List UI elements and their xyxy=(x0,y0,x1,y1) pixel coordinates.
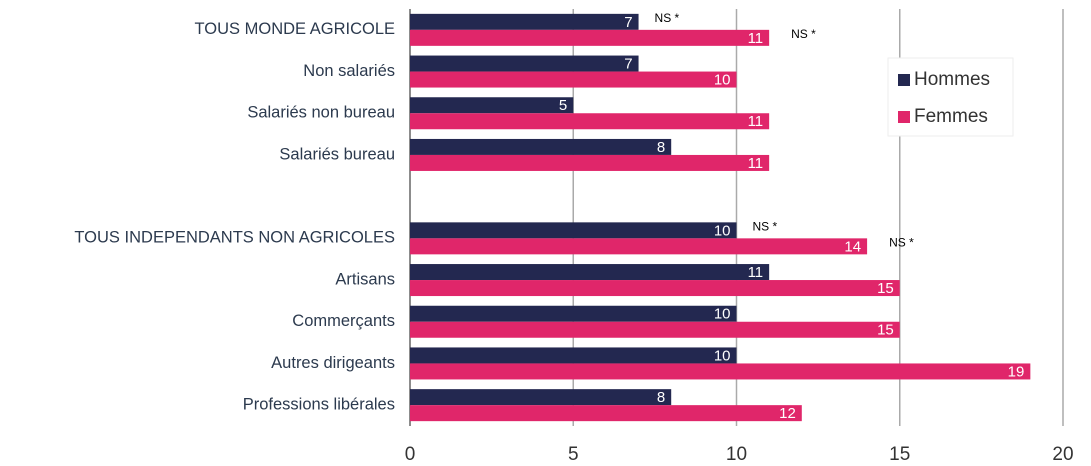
bar xyxy=(410,347,737,364)
x-tick-label: 5 xyxy=(568,444,579,465)
bar xyxy=(410,29,770,46)
annotation: NS * xyxy=(753,220,778,234)
bar xyxy=(410,138,672,155)
value-label: 15 xyxy=(877,322,894,339)
category-label: Salariés bureau xyxy=(279,145,395,163)
category-label: Salariés non bureau xyxy=(247,104,395,122)
value-label: 5 xyxy=(559,97,567,114)
annotation: NS * xyxy=(889,236,914,250)
value-label: 14 xyxy=(844,238,861,255)
value-label: 10 xyxy=(714,72,731,89)
bar xyxy=(410,71,737,88)
value-label: 10 xyxy=(714,306,731,323)
x-tick-label: 20 xyxy=(1052,444,1073,465)
bar xyxy=(410,321,900,338)
value-label: 8 xyxy=(657,139,665,156)
value-label: 7 xyxy=(624,14,632,31)
bar xyxy=(410,154,770,171)
bar xyxy=(410,405,802,422)
value-label: 11 xyxy=(748,30,764,47)
legend-swatch xyxy=(898,74,910,86)
category-label: TOUS MONDE AGRICOLE xyxy=(195,20,395,38)
bar xyxy=(410,389,672,406)
legend-swatch xyxy=(898,111,910,123)
bar xyxy=(410,305,737,322)
bar xyxy=(410,363,1031,380)
bar xyxy=(410,264,770,281)
bar xyxy=(410,280,900,297)
category-label: Artisans xyxy=(335,270,395,288)
legend-label: Femmes xyxy=(914,106,988,127)
bar xyxy=(410,238,868,255)
value-label: 8 xyxy=(657,389,665,406)
value-label: 19 xyxy=(1008,363,1025,380)
category-label: Professions libérales xyxy=(243,396,395,414)
category-label: Autres dirigeants xyxy=(271,354,395,372)
value-label: 11 xyxy=(748,155,764,172)
value-label: 11 xyxy=(748,113,764,130)
value-label: 10 xyxy=(714,347,731,364)
annotation: NS * xyxy=(655,11,680,25)
value-label: 7 xyxy=(624,56,632,73)
bar xyxy=(410,113,770,130)
bar xyxy=(410,97,574,114)
value-label: 10 xyxy=(714,222,731,239)
value-label: 11 xyxy=(748,264,764,281)
bar xyxy=(410,13,639,30)
legend-label: Hommes xyxy=(914,69,990,90)
x-tick-label: 15 xyxy=(889,444,910,465)
category-label: TOUS INDEPENDANTS NON AGRICOLES xyxy=(74,229,395,247)
value-label: 12 xyxy=(779,405,796,422)
x-tick-label: 0 xyxy=(405,444,416,465)
bar xyxy=(410,222,737,239)
value-label: 15 xyxy=(877,280,894,297)
bar xyxy=(410,55,639,72)
category-label: Commerçants xyxy=(292,312,395,330)
x-tick-label: 10 xyxy=(726,444,747,465)
annotation: NS * xyxy=(791,27,816,41)
category-label: Non salariés xyxy=(303,62,395,80)
